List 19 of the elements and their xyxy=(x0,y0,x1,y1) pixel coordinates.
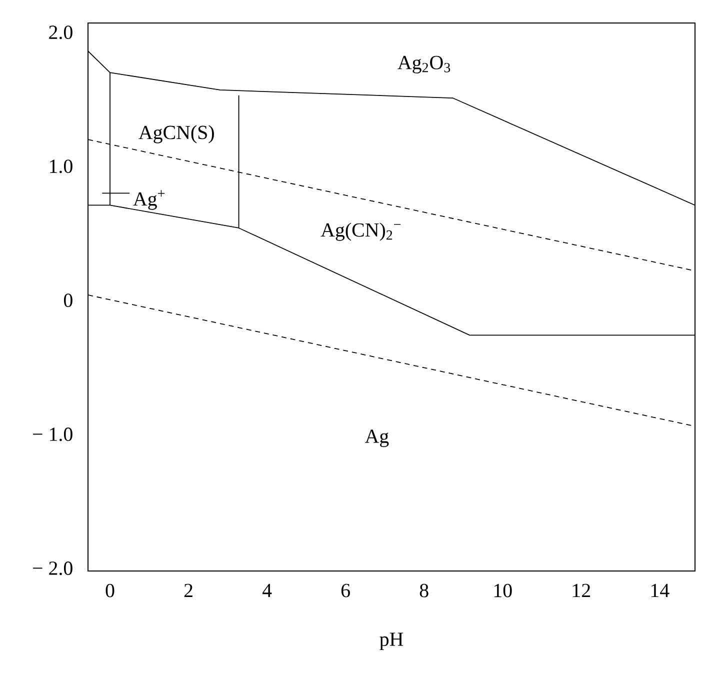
y-tick-label: 2.0 xyxy=(49,26,72,40)
annotation: AgCN(S) xyxy=(138,125,214,144)
x-tick-label: 4 xyxy=(262,584,272,597)
x-tick-label: 2 xyxy=(184,584,192,598)
y-tick-label: − 1.0 xyxy=(33,428,72,442)
annotation: Ag$^{+}$ xyxy=(133,190,164,210)
x-tick-label: 8 xyxy=(420,584,428,598)
x-tick-label: 12 xyxy=(572,584,590,598)
x-tick-label: 0 xyxy=(106,584,114,598)
x-tick-label: 14 xyxy=(651,584,670,597)
y-tick-label: − 2.0 xyxy=(33,562,72,576)
annotation: Ag$_{2}$O$_{3}$ xyxy=(398,56,450,74)
y-tick-label: 0 xyxy=(64,294,72,308)
y-tick-label: 1.0 xyxy=(50,160,72,174)
x-tick-label: 10 xyxy=(494,584,512,598)
x-tick-label: 6 xyxy=(341,584,350,598)
x-axis-title: pH xyxy=(380,632,404,650)
annotation: Ag xyxy=(364,430,389,448)
annotation: Ag(CN)$_{2}$− xyxy=(320,222,401,241)
